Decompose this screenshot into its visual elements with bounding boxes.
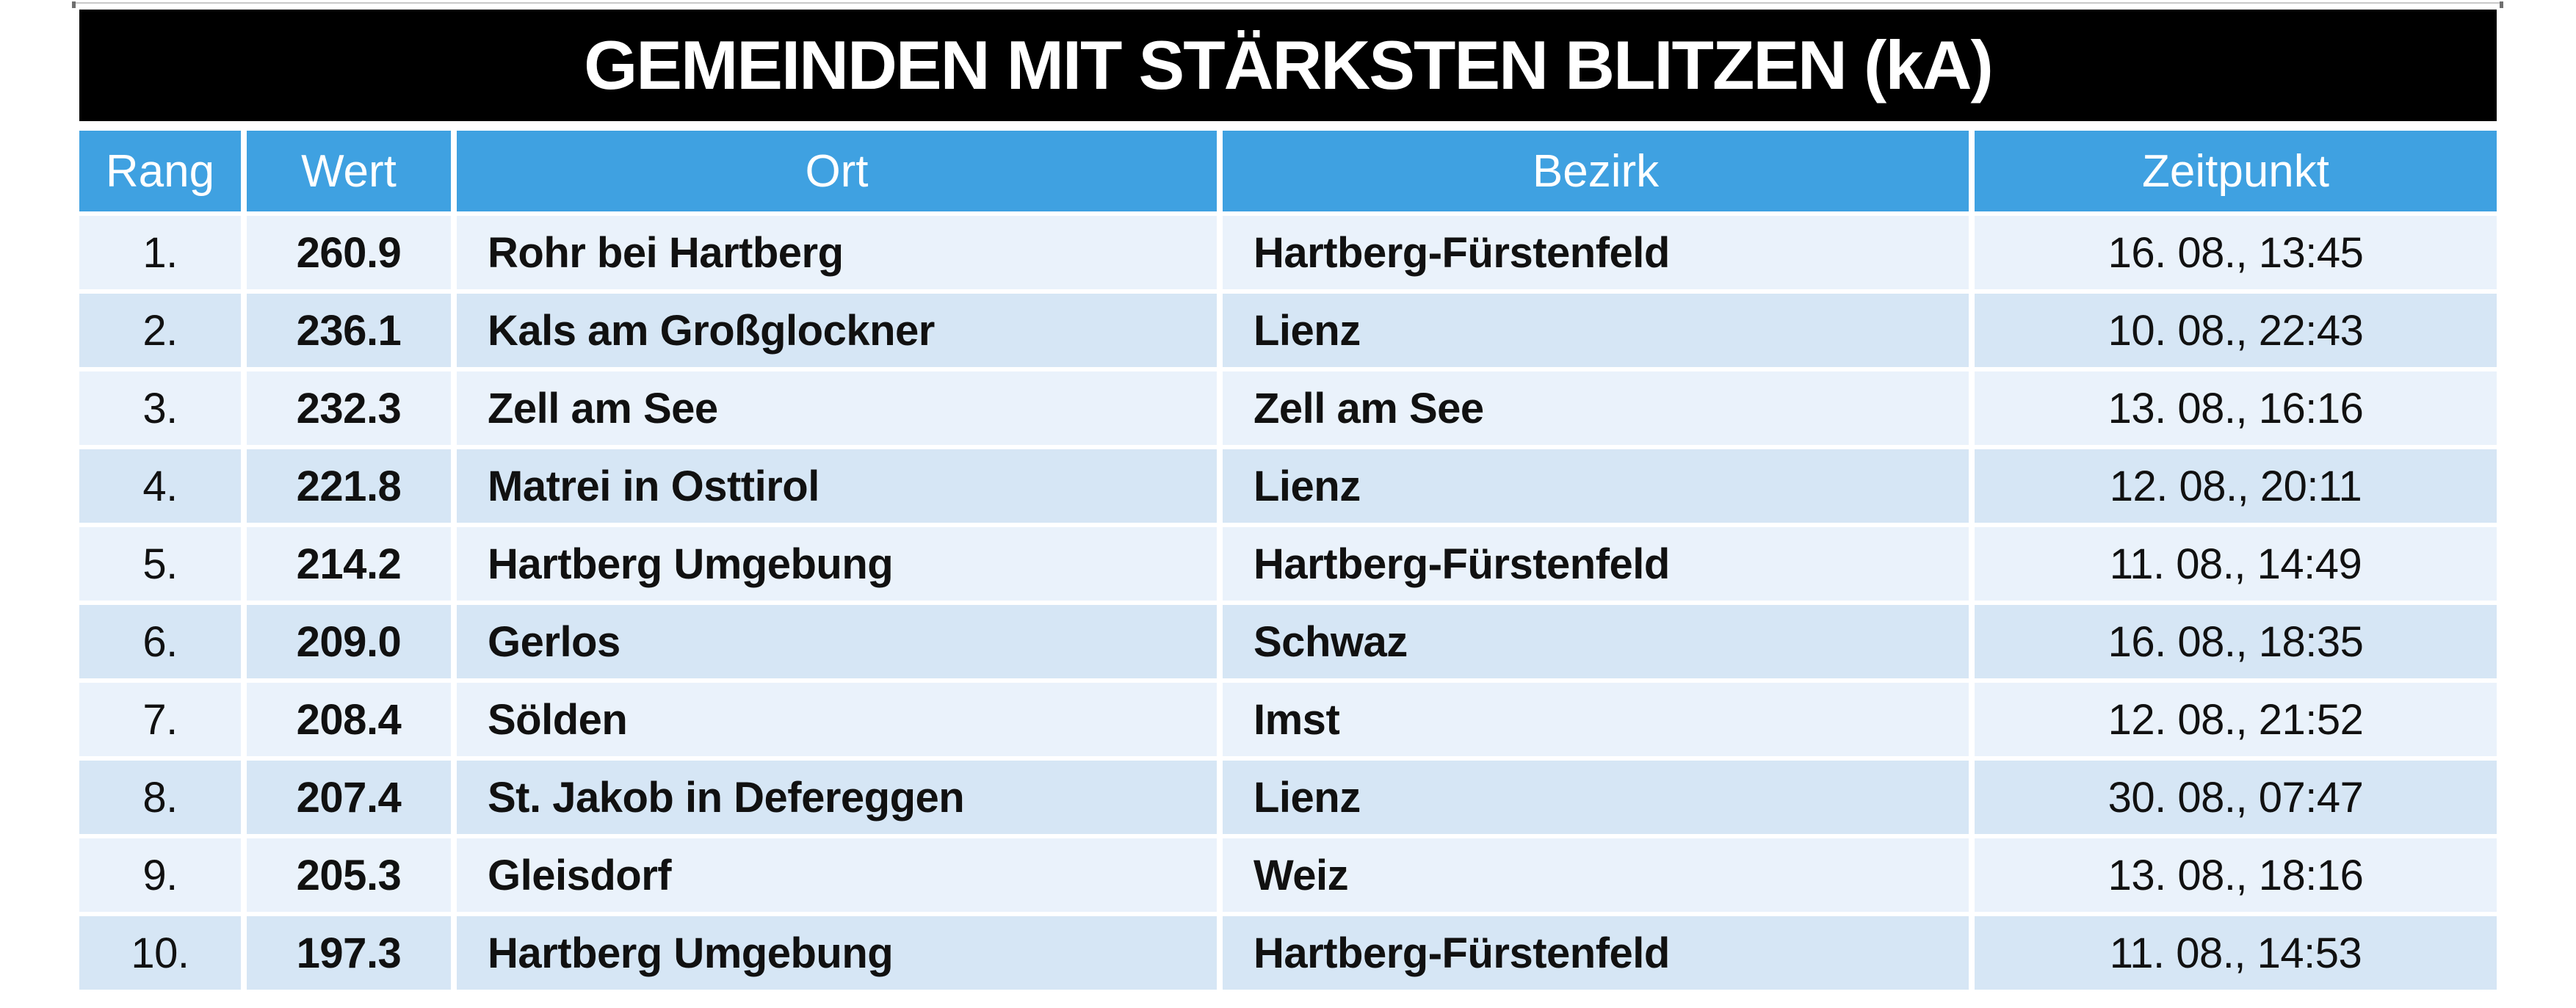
cell-ort: Matrei in Osttirol bbox=[457, 449, 1217, 523]
cell-bezirk: Hartberg-Fürstenfeld bbox=[1223, 527, 1969, 601]
column-header-bezirk: Bezirk bbox=[1223, 131, 1969, 211]
cell-wert: 214.2 bbox=[247, 527, 451, 601]
cell-bezirk: Lienz bbox=[1223, 761, 1969, 834]
cell-bezirk: Hartberg-Fürstenfeld bbox=[1223, 916, 1969, 990]
cell-bezirk: Hartberg-Fürstenfeld bbox=[1223, 216, 1969, 289]
cell-ort: Kals am Großglockner bbox=[457, 294, 1217, 367]
column-header-rang: Rang bbox=[79, 131, 241, 211]
cell-zeitpunkt: 12. 08., 20:11 bbox=[1975, 449, 2497, 523]
cell-wert: 221.8 bbox=[247, 449, 451, 523]
cell-zeitpunkt: 16. 08., 13:45 bbox=[1975, 216, 2497, 289]
cell-rang: 3. bbox=[79, 371, 241, 445]
cell-zeitpunkt: 13. 08., 18:16 bbox=[1975, 838, 2497, 912]
frame-corner-tick-left bbox=[72, 1, 76, 8]
cell-zeitpunkt: 16. 08., 18:35 bbox=[1975, 605, 2497, 678]
cell-wert: 205.3 bbox=[247, 838, 451, 912]
cell-ort: Gleisdorf bbox=[457, 838, 1217, 912]
cell-bezirk: Zell am See bbox=[1223, 371, 1969, 445]
cell-bezirk: Weiz bbox=[1223, 838, 1969, 912]
cell-rang: 8. bbox=[79, 761, 241, 834]
cell-wert: 260.9 bbox=[247, 216, 451, 289]
cell-ort: St. Jakob in Defereggen bbox=[457, 761, 1217, 834]
cell-ort: Rohr bei Hartberg bbox=[457, 216, 1217, 289]
cell-rang: 7. bbox=[79, 683, 241, 756]
cell-wert: 207.4 bbox=[247, 761, 451, 834]
cell-ort: Gerlos bbox=[457, 605, 1217, 678]
cell-bezirk: Lienz bbox=[1223, 449, 1969, 523]
cell-zeitpunkt: 13. 08., 16:16 bbox=[1975, 371, 2497, 445]
cell-zeitpunkt: 12. 08., 21:52 bbox=[1975, 683, 2497, 756]
cell-rang: 1. bbox=[79, 216, 241, 289]
title-banner: GEMEINDEN MIT STÄRKSTEN BLITZEN (kA) bbox=[79, 10, 2497, 121]
cell-ort: Hartberg Umgebung bbox=[457, 527, 1217, 601]
cell-bezirk: Lienz bbox=[1223, 294, 1969, 367]
cell-wert: 209.0 bbox=[247, 605, 451, 678]
page-title: GEMEINDEN MIT STÄRKSTEN BLITZEN (kA) bbox=[584, 26, 1994, 104]
cell-zeitpunkt: 11. 08., 14:49 bbox=[1975, 527, 2497, 601]
cell-wert: 197.3 bbox=[247, 916, 451, 990]
top-frame-hairline bbox=[73, 2, 2503, 4]
cell-zeitpunkt: 10. 08., 22:43 bbox=[1975, 294, 2497, 367]
cell-ort: Zell am See bbox=[457, 371, 1217, 445]
lightning-table: Rang Wert Ort Bezirk Zeitpunkt 1. 260.9 … bbox=[79, 131, 2497, 990]
cell-wert: 208.4 bbox=[247, 683, 451, 756]
cell-bezirk: Imst bbox=[1223, 683, 1969, 756]
cell-ort: Sölden bbox=[457, 683, 1217, 756]
cell-rang: 9. bbox=[79, 838, 241, 912]
cell-rang: 5. bbox=[79, 527, 241, 601]
cell-rang: 2. bbox=[79, 294, 241, 367]
cell-rang: 10. bbox=[79, 916, 241, 990]
cell-bezirk: Schwaz bbox=[1223, 605, 1969, 678]
column-header-zeitpunkt: Zeitpunkt bbox=[1975, 131, 2497, 211]
cell-ort: Hartberg Umgebung bbox=[457, 916, 1217, 990]
column-header-ort: Ort bbox=[457, 131, 1217, 211]
cell-wert: 236.1 bbox=[247, 294, 451, 367]
cell-rang: 4. bbox=[79, 449, 241, 523]
cell-rang: 6. bbox=[79, 605, 241, 678]
cell-wert: 232.3 bbox=[247, 371, 451, 445]
cell-zeitpunkt: 30. 08., 07:47 bbox=[1975, 761, 2497, 834]
frame-corner-tick-right bbox=[2500, 1, 2503, 8]
column-header-wert: Wert bbox=[247, 131, 451, 211]
cell-zeitpunkt: 11. 08., 14:53 bbox=[1975, 916, 2497, 990]
